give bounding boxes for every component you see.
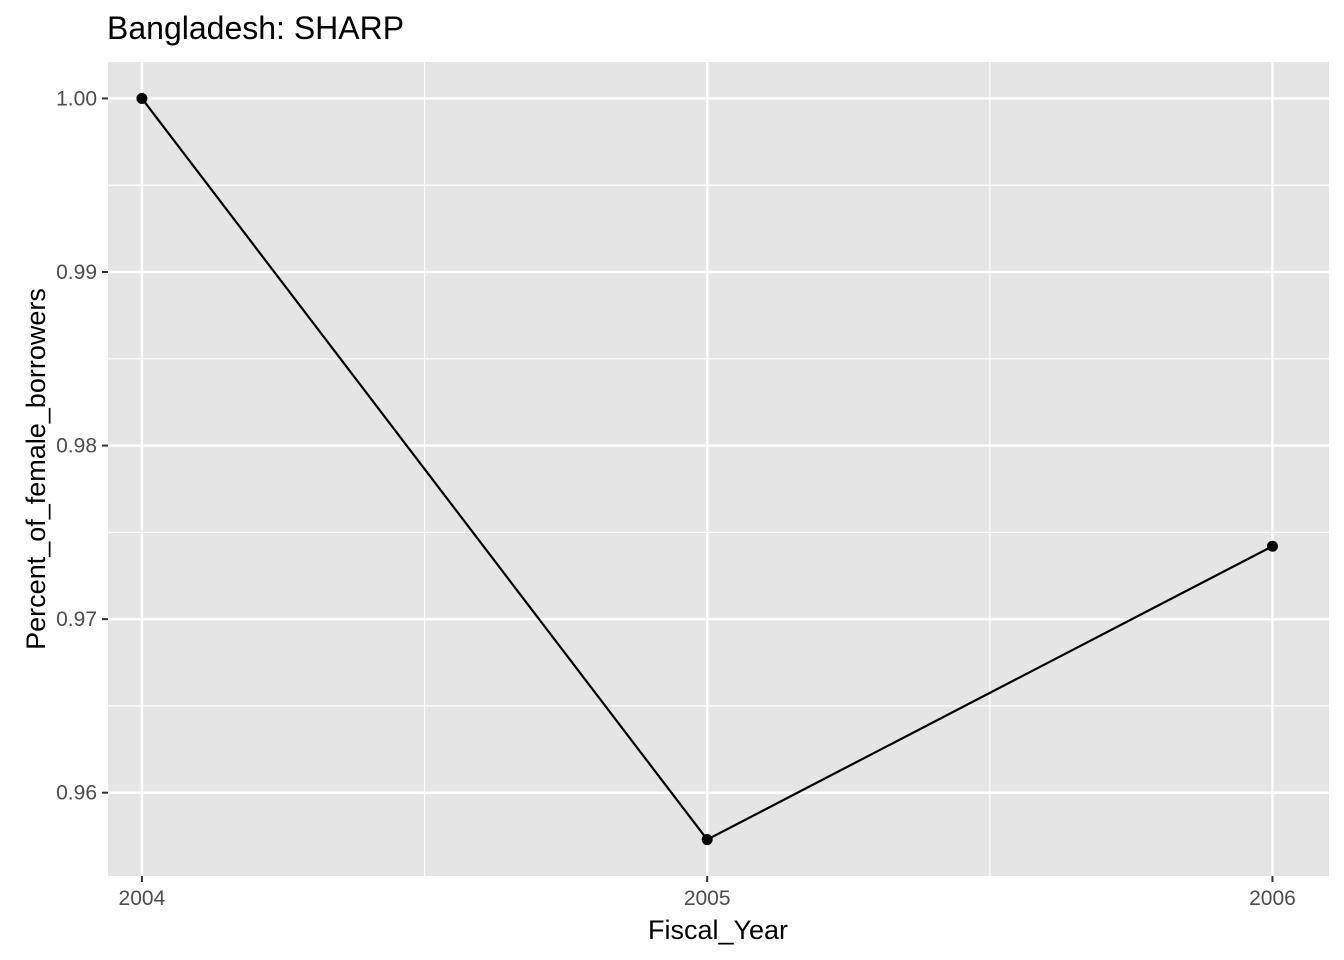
y-axis-ticks: 0.96 0.97 0.98 0.99 1.00 bbox=[56, 87, 108, 805]
y-axis-title: Percent_of_female_borrowers bbox=[21, 288, 51, 650]
x-tick-label: 2004 bbox=[119, 887, 166, 910]
x-tick-label: 2006 bbox=[1249, 887, 1296, 910]
major-gridlines bbox=[108, 62, 1329, 876]
x-axis-ticks: 2004 2005 2006 bbox=[119, 876, 1296, 910]
series-layer bbox=[136, 92, 1278, 846]
y-tick-label: 0.96 bbox=[56, 782, 97, 805]
chart-title: Bangladesh: SHARP bbox=[107, 10, 404, 46]
y-tick-label: 0.98 bbox=[56, 435, 97, 458]
data-point bbox=[701, 834, 713, 846]
data-point bbox=[136, 92, 148, 104]
y-tick-label: 0.97 bbox=[56, 608, 97, 631]
data-point bbox=[1266, 540, 1278, 552]
plot-panel bbox=[108, 62, 1329, 876]
y-tick-label: 0.99 bbox=[56, 261, 97, 284]
x-axis-title: Fiscal_Year bbox=[648, 915, 788, 945]
y-tick-label: 1.00 bbox=[56, 87, 97, 110]
x-tick-label: 2005 bbox=[684, 887, 731, 910]
